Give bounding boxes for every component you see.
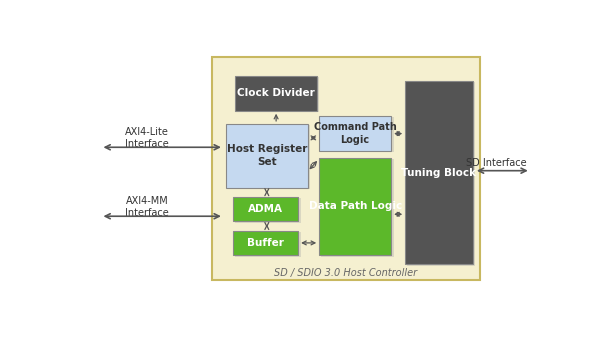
Text: SD Interface: SD Interface xyxy=(466,158,526,168)
FancyBboxPatch shape xyxy=(319,158,391,255)
FancyBboxPatch shape xyxy=(233,231,298,255)
Text: AXI4-Lite
Interface: AXI4-Lite Interface xyxy=(125,127,169,149)
Text: AXI4-MM
Interface: AXI4-MM Interface xyxy=(125,196,169,218)
FancyBboxPatch shape xyxy=(226,124,308,188)
Text: Host Register
Set: Host Register Set xyxy=(227,144,307,167)
Text: SD / SDIO 3.0 Host Controller: SD / SDIO 3.0 Host Controller xyxy=(274,268,417,279)
FancyBboxPatch shape xyxy=(235,232,301,257)
Text: Command Path
Logic: Command Path Logic xyxy=(314,122,397,145)
FancyBboxPatch shape xyxy=(322,159,394,257)
FancyBboxPatch shape xyxy=(238,77,319,112)
Text: ADMA: ADMA xyxy=(248,204,283,214)
FancyBboxPatch shape xyxy=(407,82,475,266)
FancyBboxPatch shape xyxy=(229,125,310,189)
FancyBboxPatch shape xyxy=(319,116,391,151)
Text: Tuning Block: Tuning Block xyxy=(401,168,476,178)
FancyBboxPatch shape xyxy=(212,57,479,280)
Text: Buffer: Buffer xyxy=(247,238,284,248)
FancyBboxPatch shape xyxy=(405,81,473,264)
Text: Data Path Logic: Data Path Logic xyxy=(308,201,402,212)
FancyBboxPatch shape xyxy=(322,117,394,152)
FancyBboxPatch shape xyxy=(235,76,317,111)
FancyBboxPatch shape xyxy=(233,197,298,221)
FancyBboxPatch shape xyxy=(235,198,301,223)
Text: Clock Divider: Clock Divider xyxy=(237,88,315,98)
